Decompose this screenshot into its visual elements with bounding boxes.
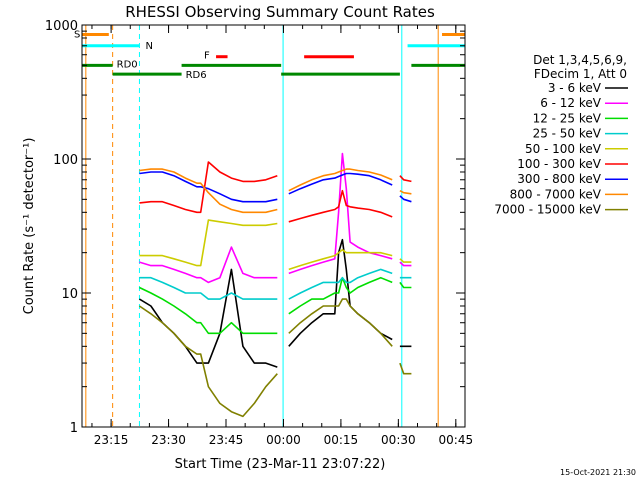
y-tick-label-3: 1000 [45,19,78,34]
x-tick-label-0: 23:15 [94,433,129,447]
legend-entry-label-0: 3 - 6 keV [548,81,602,95]
legend-entry-label-2: 12 - 25 keV [533,111,602,125]
x-tick-label-2: 23:45 [209,433,244,447]
state-bars: S N F RD0 RD6 [74,29,465,81]
plot-frame [81,24,466,428]
y-axis-ticks: 1 10 100 1000 [45,19,465,436]
y-tick-label-2: 100 [53,153,78,168]
timestamp-label: 15-Oct-2021 21:30 [560,468,636,477]
state-bar-label-6: RD0 [117,59,138,70]
legend-header-line-2: FDecim 1, Att 0 [534,67,627,81]
state-bar-label-9: RD6 [186,70,207,81]
legend-entry-label-6: 300 - 800 keV [517,172,601,186]
y-tick-label-1: 10 [61,287,78,302]
state-bar-label-0: S [74,29,80,40]
legend-entry-label-8: 7000 - 15000 keV [494,203,601,217]
legend-header-line-1: Det 1,3,4,5,6,9, [533,53,627,67]
x-tick-label-5: 00:30 [381,433,416,447]
x-axis-label: Start Time (23-Mar-11 23:07:22) [175,457,386,472]
y-tick-label-0: 1 [70,421,78,436]
legend: Det 1,3,4,5,6,9, FDecim 1, Att 0 3 - 6 k… [494,53,628,217]
legend-entry-label-5: 100 - 300 keV [517,157,601,171]
y-axis-label: Count Rate (s⁻¹ detector⁻¹) [22,138,37,315]
legend-entry-label-7: 800 - 7000 keV [510,187,602,201]
series-line-8 [138,298,412,418]
x-tick-label-6: 00:45 [439,433,474,447]
series-line-4 [139,219,412,271]
legend-entry-label-1: 6 - 12 keV [540,96,602,110]
series-line-7 [139,168,412,214]
x-tick-label-4: 00:15 [324,433,359,447]
legend-entry-label-4: 50 - 100 keV [525,142,602,156]
series-line-3 [139,268,412,300]
x-tick-label-1: 23:30 [151,433,186,447]
legend-entry-label-3: 25 - 50 keV [533,127,602,141]
x-axis-ticks: 23:15 23:30 23:45 00:00 00:15 00:30 00:45 [91,25,474,447]
chart-title: RHESSI Observing Summary Count Rates [125,3,435,21]
series-lines [138,152,412,418]
state-bar-label-4: F [204,51,210,62]
state-bar-label-2: N [145,41,152,52]
x-tick-label-3: 00:00 [266,433,301,447]
